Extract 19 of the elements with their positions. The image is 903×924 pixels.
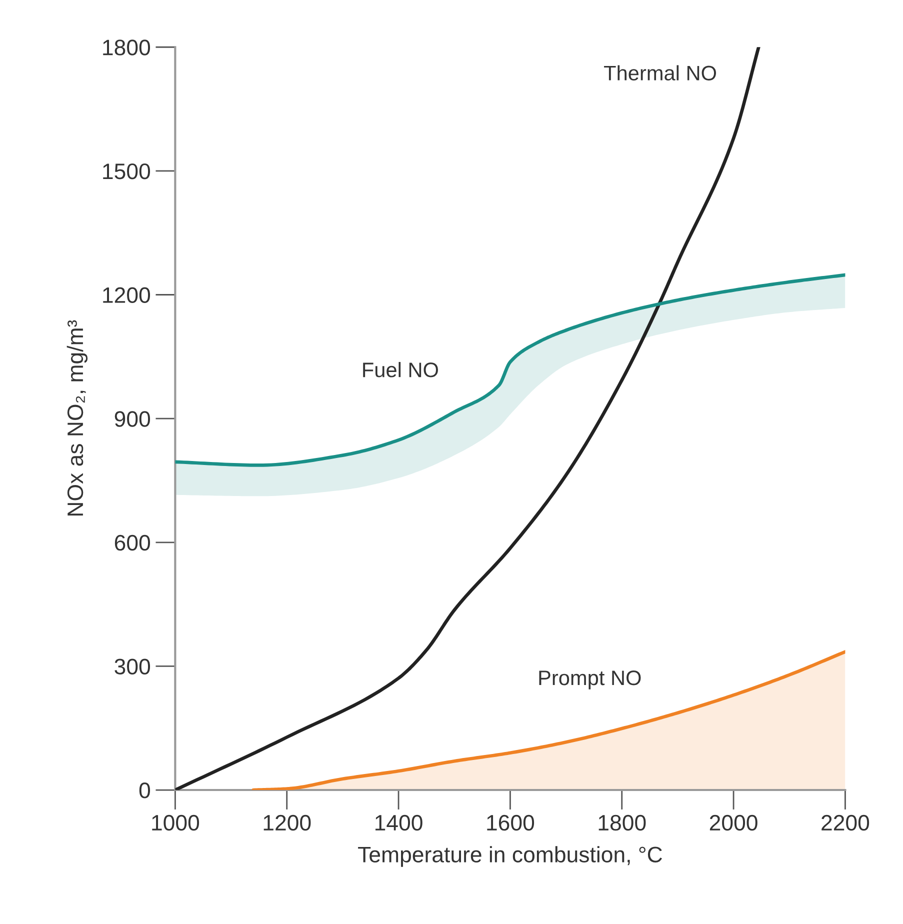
- x-tick-label: 1400: [376, 814, 422, 831]
- x-tick-label: 1000: [152, 814, 200, 831]
- x-axis-title: Temperature in combustion, °C: [358, 846, 662, 867]
- y-tick-label: 600: [114, 534, 150, 551]
- series-label: Thermal NO: [604, 65, 716, 80]
- y-tick-label: 1200: [103, 287, 150, 304]
- y-tick-label: 300: [114, 658, 150, 674]
- x-tick-label: 2200: [822, 814, 870, 831]
- x-tick-label: 2000: [710, 814, 758, 831]
- y-tick-label: 900: [114, 411, 150, 427]
- series-label: Fuel NO: [363, 362, 438, 378]
- x-tick-label: 1600: [487, 814, 534, 831]
- y-tick-label: 1500: [103, 163, 150, 180]
- y-axis-title: NOx as NO₂, mg/m³: [66, 320, 88, 516]
- y-tick-label: 0: [139, 782, 150, 798]
- x-tick-label: 1200: [264, 814, 311, 831]
- series-label: Prompt NO: [539, 670, 641, 690]
- y-tick-label: 1800: [103, 40, 150, 56]
- x-tick-label: 1800: [598, 814, 646, 831]
